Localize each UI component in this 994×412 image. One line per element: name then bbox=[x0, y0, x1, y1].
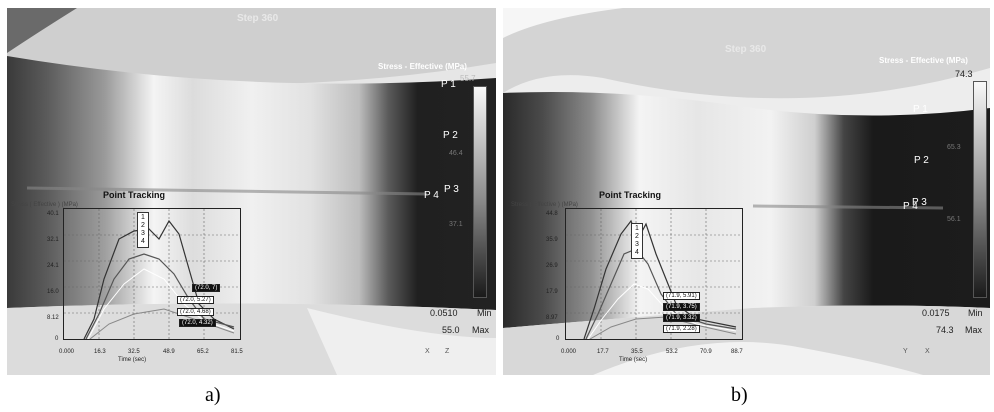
value-tag-2: (71.9, 3.75) bbox=[663, 303, 700, 311]
y-tick: 26.9 bbox=[546, 263, 558, 269]
x-tick: 0.000 bbox=[59, 349, 75, 355]
tracking-legend-item-4: 4 bbox=[141, 238, 145, 245]
y-tick: 8.12 bbox=[47, 315, 59, 321]
simulation-panel-b: Step 360 Stress - Effective (MPa) 74.3 6… bbox=[503, 8, 990, 375]
axis-label-1: X bbox=[425, 348, 430, 355]
value-tag-4: (71.9, 2.28) bbox=[663, 325, 700, 333]
point-label-p3: P 3 bbox=[444, 184, 459, 195]
colorbar bbox=[473, 86, 487, 298]
value-tag-3: (72.0, 4.68) bbox=[177, 308, 214, 316]
tracking-curves bbox=[566, 209, 742, 339]
max-value: 55.0 bbox=[442, 325, 460, 335]
value-tag-1: (72.0, 7) bbox=[192, 284, 221, 292]
point-label-p1: P 1 bbox=[441, 79, 456, 90]
step-label: Step 360 bbox=[237, 13, 279, 24]
max-label: Max bbox=[965, 325, 983, 335]
colorbar-top-value: 74.3 bbox=[955, 69, 973, 79]
point-tracking-ylabel: Stress ( Effective ) (MPa) bbox=[511, 202, 578, 208]
x-tick: 70.9 bbox=[700, 349, 712, 355]
axis-label-1: Y bbox=[903, 348, 908, 355]
y-tick: 40.1 bbox=[47, 211, 59, 217]
x-tick: 48.9 bbox=[163, 349, 175, 355]
caption-b: b) bbox=[731, 384, 748, 406]
x-tick: 88.7 bbox=[731, 349, 743, 355]
point-label-p2: P 2 bbox=[914, 155, 929, 166]
simulation-panel-a: Step 360 Stress - Effective (MPa) 55.7 4… bbox=[7, 8, 496, 375]
point-tracking-title: Point Tracking bbox=[103, 190, 166, 200]
y-tick: 16.0 bbox=[47, 289, 59, 295]
tracking-legend-item-3: 3 bbox=[635, 241, 639, 248]
tracking-legend-item-4: 4 bbox=[635, 249, 639, 256]
point-label-p1: P 1 bbox=[913, 104, 928, 115]
min-label: Min bbox=[477, 308, 492, 318]
colorbar-top-value: 55.7 bbox=[460, 74, 476, 83]
tracking-legend-item-3: 3 bbox=[141, 230, 145, 237]
colorbar-mid-value-2: 37.1 bbox=[449, 221, 463, 228]
colorbar-mid-value-1: 46.4 bbox=[449, 150, 463, 157]
point-tracking-plot bbox=[565, 208, 743, 340]
max-label: Max bbox=[472, 325, 490, 335]
x-tick: 0.000 bbox=[561, 349, 577, 355]
x-tick: 65.2 bbox=[197, 349, 209, 355]
axis-label-2: Z bbox=[445, 348, 450, 355]
colorbar-mid-value-1: 65.3 bbox=[947, 144, 961, 151]
x-tick: 17.7 bbox=[597, 349, 609, 355]
tracking-legend-item-1: 1 bbox=[635, 225, 639, 232]
legend-title: Stress - Effective (MPa) bbox=[879, 56, 968, 65]
x-tick: 53.2 bbox=[666, 349, 678, 355]
min-label: Min bbox=[968, 308, 983, 318]
tracking-legend-item-2: 2 bbox=[141, 222, 145, 229]
y-tick: 0 bbox=[55, 336, 59, 342]
stress-field-a bbox=[7, 8, 496, 375]
point-tracking-ylabel: Stress ( Effective ) (MPa) bbox=[11, 202, 78, 208]
legend-title: Stress - Effective (MPa) bbox=[378, 62, 467, 71]
y-tick: 44.8 bbox=[546, 211, 558, 217]
point-label-p4: P 4 bbox=[424, 190, 439, 201]
y-tick: 17.9 bbox=[546, 289, 558, 295]
y-tick: 8.97 bbox=[546, 315, 558, 321]
caption-a: a) bbox=[205, 384, 221, 406]
x-axis-label: Time (sec) bbox=[118, 357, 147, 363]
min-value: 0.0510 bbox=[430, 308, 458, 318]
max-value: 74.3 bbox=[936, 325, 954, 335]
point-label-p2: P 2 bbox=[443, 130, 458, 141]
value-tag-4: (72.0, 4.32) bbox=[179, 319, 216, 327]
min-value: 0.0175 bbox=[922, 308, 950, 318]
x-tick: 16.3 bbox=[94, 349, 106, 355]
y-tick: 32.1 bbox=[47, 237, 59, 243]
x-tick: 35.5 bbox=[631, 349, 643, 355]
x-tick: 81.5 bbox=[231, 349, 243, 355]
x-tick: 32.5 bbox=[128, 349, 140, 355]
point-label-p4: P 4 bbox=[903, 201, 918, 212]
tracking-legend-item-1: 1 bbox=[141, 214, 145, 221]
stress-field-b bbox=[503, 8, 990, 375]
y-tick: 24.1 bbox=[47, 263, 59, 269]
tracking-legend: 1 2 3 4 bbox=[137, 212, 149, 248]
value-tag-2: (72.0, 5.27) bbox=[177, 296, 214, 304]
y-tick: 0 bbox=[556, 336, 560, 342]
axis-label-2: X bbox=[925, 348, 930, 355]
point-label-p3: P 3 bbox=[912, 197, 927, 208]
tracking-legend: 1 2 3 4 bbox=[631, 223, 643, 259]
step-label: Step 360 bbox=[725, 44, 767, 55]
y-tick: 35.9 bbox=[546, 237, 558, 243]
tracking-curves bbox=[64, 209, 240, 339]
value-tag-3: (71.9, 3.32) bbox=[663, 314, 700, 322]
colorbar-mid-value-2: 56.1 bbox=[947, 216, 961, 223]
x-axis-label: Time (sec) bbox=[619, 357, 648, 363]
tracking-legend-item-2: 2 bbox=[635, 233, 639, 240]
point-tracking-title: Point Tracking bbox=[599, 190, 662, 200]
value-tag-1: (71.9, 5.91) bbox=[663, 292, 700, 300]
point-tracking-plot bbox=[63, 208, 241, 340]
colorbar bbox=[973, 81, 987, 298]
